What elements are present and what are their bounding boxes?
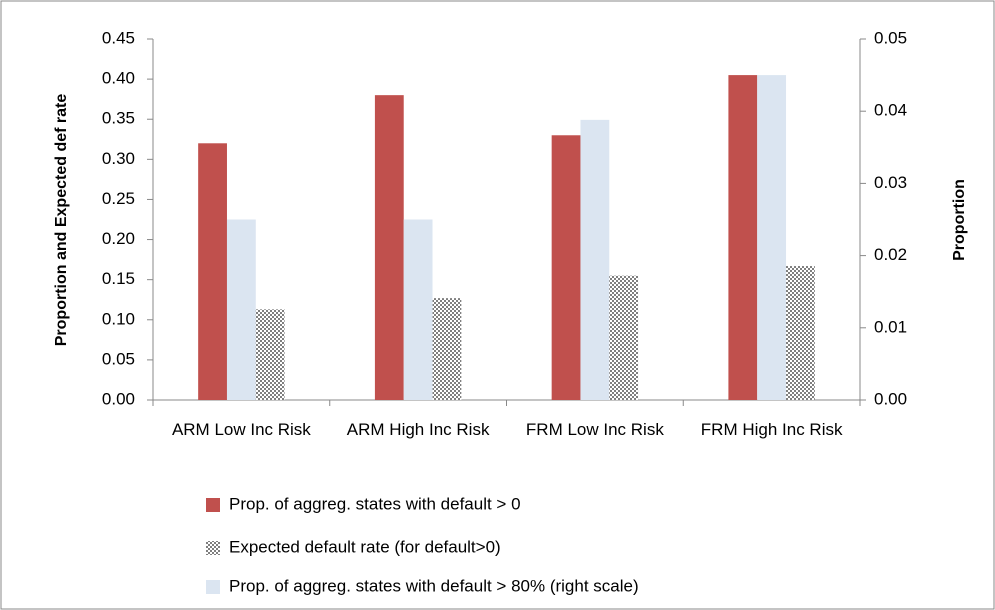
y-axis-title: Proportion and Expected def rate bbox=[53, 94, 70, 347]
bar bbox=[198, 143, 227, 401]
y-tick-label: 0.40 bbox=[102, 69, 135, 88]
y2-tick-label: 0.00 bbox=[874, 389, 907, 408]
y-tick-label: 0.30 bbox=[102, 149, 135, 168]
bar bbox=[226, 219, 256, 400]
bar bbox=[757, 75, 787, 400]
y-tick-label: 0.20 bbox=[102, 229, 135, 248]
y-tick-label: 0.45 bbox=[102, 28, 135, 47]
bar bbox=[551, 135, 581, 400]
x-tick-label: ARM Low Inc Risk bbox=[171, 420, 311, 439]
x-tick-label: ARM High Inc Risk bbox=[346, 420, 490, 439]
y2-tick-label: 0.04 bbox=[874, 101, 907, 120]
y2-axis-title: Proportion bbox=[951, 179, 968, 261]
bar bbox=[255, 309, 285, 400]
bar bbox=[403, 219, 433, 400]
bar bbox=[432, 298, 462, 400]
y-tick-label: 0.10 bbox=[102, 309, 135, 328]
bar bbox=[580, 119, 610, 400]
y2-tick-label: 0.05 bbox=[874, 28, 907, 47]
x-tick-label: FRM High Inc Risk bbox=[700, 420, 843, 439]
y-tick-label: 0.35 bbox=[102, 109, 135, 128]
legend-label: Prop. of aggreg. states with default > 0 bbox=[229, 494, 521, 513]
y-tick-label: 0.15 bbox=[102, 269, 135, 288]
y-tick-label: 0.00 bbox=[102, 389, 135, 408]
bar bbox=[786, 266, 815, 400]
legend-marker bbox=[206, 541, 220, 555]
bar bbox=[374, 95, 404, 401]
legend-label: Expected default rate (for default>0) bbox=[229, 537, 501, 556]
y2-tick-label: 0.02 bbox=[874, 245, 907, 264]
legend-marker bbox=[206, 580, 220, 594]
legend-label: Prop. of aggreg. states with default > 8… bbox=[229, 576, 639, 595]
legend-marker bbox=[206, 498, 220, 512]
x-tick-label: FRM Low Inc Risk bbox=[525, 420, 664, 439]
bar bbox=[609, 275, 639, 400]
y2-tick-label: 0.03 bbox=[874, 173, 907, 192]
y2-tick-label: 0.01 bbox=[874, 317, 907, 336]
y-tick-label: 0.05 bbox=[102, 349, 135, 368]
bar bbox=[728, 75, 758, 400]
y-tick-label: 0.25 bbox=[102, 189, 135, 208]
